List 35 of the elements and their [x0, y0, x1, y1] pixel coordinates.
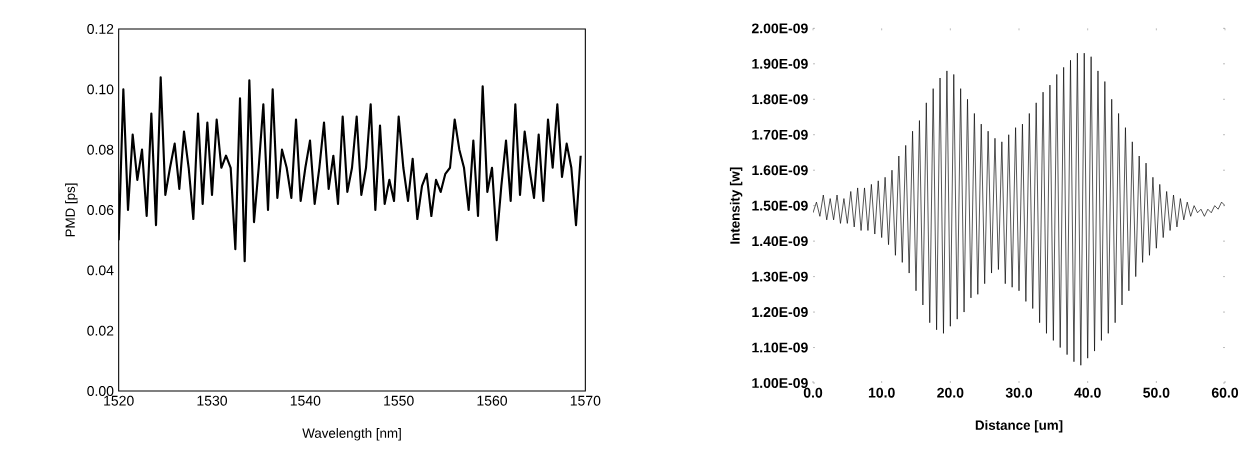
x-axis-title: Wavelength [nm] — [302, 428, 401, 441]
y-tick-label: 1.20E-09 — [752, 307, 808, 318]
y-tick-label: 0.06 — [87, 205, 114, 215]
y-tick-label: 1.70E-09 — [752, 129, 808, 140]
x-tick-label: 60.0 — [1211, 387, 1239, 398]
y-tick-label: 0.02 — [87, 325, 114, 336]
x-tick-label: 20.0 — [937, 387, 964, 398]
y-tick-label: 1.00E-09 — [752, 378, 808, 388]
y-tick-label: 0.00 — [87, 386, 114, 396]
x-tick-label: 1520 — [104, 395, 134, 406]
x-tick-label: 10.0 — [868, 387, 895, 398]
y-tick-label: 1.40E-09 — [752, 236, 808, 247]
x-tick-label: 0.0 — [803, 387, 823, 398]
y-tick-label: 0.08 — [87, 144, 114, 155]
x-tick-label: 1570 — [570, 395, 601, 406]
x-tick-label: 30.0 — [1005, 387, 1033, 398]
y-tick-label: 0.10 — [87, 84, 114, 95]
y-tick-label: 1.50E-09 — [752, 200, 808, 211]
y-axis-title: Intensity [w] — [729, 167, 743, 244]
y-tick-label: 1.60E-09 — [752, 165, 808, 176]
x-tick-label: 1550 — [384, 395, 414, 406]
y-tick-label: 2.00E-09 — [751, 23, 808, 34]
y-axis-title: PMD [ps] — [65, 183, 78, 237]
x-tick-label: 40.0 — [1074, 387, 1101, 398]
y-tick-label: 1.90E-09 — [752, 58, 808, 69]
x-tick-label: 1560 — [477, 395, 508, 406]
y-tick-label: 1.10E-09 — [752, 342, 808, 353]
x-tick-label: 1530 — [197, 395, 228, 406]
y-tick-label: 0.12 — [87, 24, 114, 34]
x-tick-label: 50.0 — [1143, 387, 1170, 398]
y-tick-label: 1.80E-09 — [752, 94, 808, 105]
x-tick-label: 1540 — [290, 395, 321, 406]
x-axis-title: Distance [um] — [975, 420, 1063, 433]
y-tick-label: 0.04 — [87, 265, 114, 276]
y-tick-label: 1.30E-09 — [752, 271, 808, 282]
